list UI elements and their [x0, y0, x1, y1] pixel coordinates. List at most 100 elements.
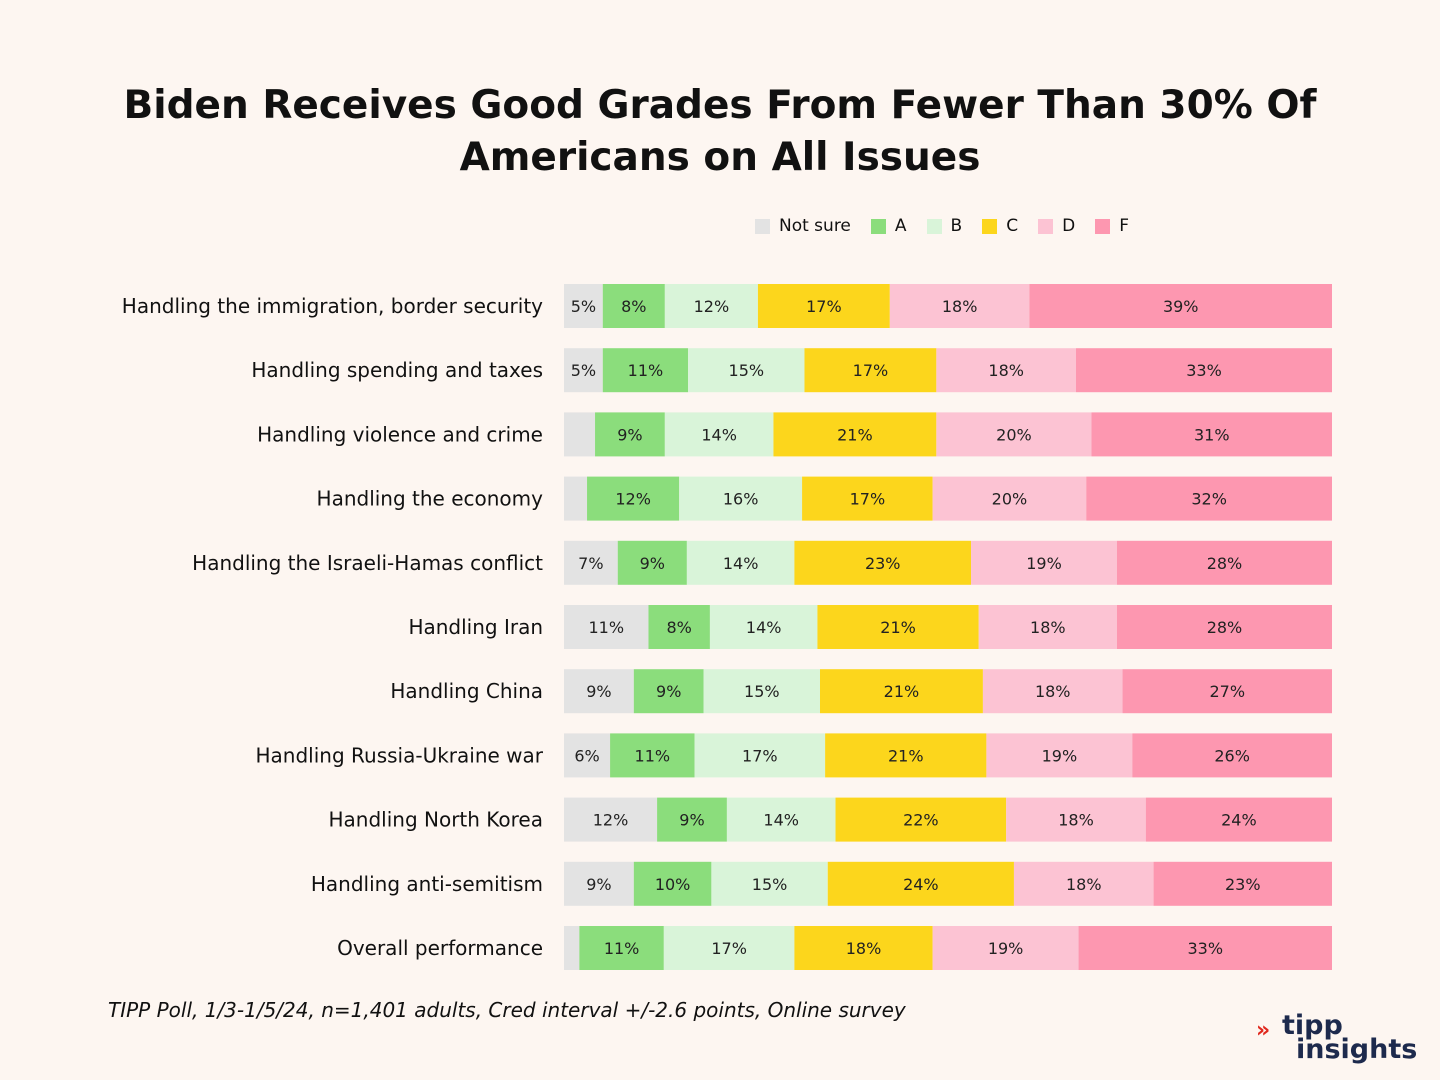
data-label: 23%	[1225, 875, 1261, 894]
data-label: 8%	[621, 297, 646, 316]
data-label: 12%	[593, 811, 629, 830]
data-label: 6%	[574, 746, 599, 765]
legend-swatch	[982, 218, 998, 234]
data-label: 15%	[752, 875, 788, 894]
bar-segment-a	[587, 476, 680, 521]
data-label: 39%	[1163, 297, 1199, 316]
logo-text-insights: insights	[1296, 1034, 1418, 1065]
bar-segment-c	[794, 926, 933, 970]
data-label: 14%	[763, 811, 799, 830]
bar-segment-d	[1006, 797, 1146, 842]
data-label: 17%	[711, 939, 747, 958]
bar-segment-b	[688, 348, 805, 393]
legend-label: Not sure	[779, 216, 851, 236]
bar-segment-b	[664, 412, 774, 457]
category-label: Handling violence and crime	[257, 422, 543, 446]
category-label: Handling the immigration, border securit…	[122, 294, 543, 318]
data-label: 14%	[701, 425, 737, 444]
bar-segment-b	[686, 540, 795, 585]
bar-segment-c	[820, 669, 983, 714]
data-label: 11%	[628, 361, 664, 380]
data-label: 9%	[640, 554, 665, 573]
data-label: 19%	[1042, 746, 1078, 765]
data-label: 18%	[1066, 875, 1102, 894]
bar-segment-a	[633, 861, 712, 906]
data-label: 20%	[996, 425, 1032, 444]
category-label: Handling spending and taxes	[251, 358, 543, 382]
bar-segment-d	[932, 926, 1079, 970]
bar-segment-d	[936, 412, 1092, 457]
data-label: 18%	[1035, 682, 1071, 701]
bar-segment-d	[936, 348, 1076, 393]
data-label: 17%	[806, 297, 842, 316]
data-label: 21%	[888, 746, 924, 765]
bar-segment-f	[1116, 605, 1332, 649]
data-label: 22%	[903, 811, 939, 830]
bar-segment-c	[773, 412, 937, 457]
bar-segment-c	[835, 797, 1007, 842]
legend-item-f: F	[1095, 216, 1129, 236]
data-label: 12%	[615, 490, 651, 509]
data-label: 14%	[746, 618, 782, 637]
data-label: 8%	[667, 618, 692, 637]
bar-segment-a	[602, 348, 689, 393]
data-label: 18%	[988, 361, 1024, 380]
data-label: 24%	[903, 875, 939, 894]
data-label: 15%	[729, 361, 765, 380]
logo-text-tipp: tipp	[1282, 1010, 1343, 1041]
bar-segment-d	[982, 669, 1123, 714]
bar-segment-c	[825, 733, 987, 778]
legend-label: B	[950, 216, 963, 236]
category-label: Handling the economy	[317, 487, 544, 511]
bar-segment-b	[711, 861, 828, 906]
data-label: 5%	[571, 297, 596, 316]
category-label: Handling Russia-Ukraine war	[256, 743, 544, 767]
bar-segment-d	[932, 476, 1087, 521]
legend-swatch	[755, 218, 770, 234]
bar-segment-a	[648, 605, 710, 649]
data-label: 11%	[604, 939, 640, 958]
bar-segment-a	[633, 669, 704, 714]
category-label: Handling Iran	[408, 615, 543, 639]
chart-title-line-2: Americans on All Issues	[459, 135, 981, 180]
legend-label: D	[1062, 216, 1076, 236]
bar-segment-c	[817, 605, 979, 649]
bar-segment-not-sure	[564, 605, 649, 649]
data-label: 23%	[865, 554, 901, 573]
bar-segment-d	[889, 284, 1030, 328]
data-label: 33%	[1186, 361, 1222, 380]
legend-item-not-sure: Not sure	[755, 216, 851, 236]
category-label: Handling anti-semitism	[311, 872, 543, 896]
data-label: 21%	[880, 618, 916, 637]
data-label: 9%	[586, 875, 611, 894]
logo-arrow-icon: »	[1256, 1018, 1270, 1043]
data-label: 14%	[723, 554, 759, 573]
data-label: 33%	[1187, 939, 1223, 958]
data-label: 19%	[1026, 554, 1062, 573]
data-label: 5%	[571, 361, 596, 380]
source-footnote: TIPP Poll, 1/3-1/5/24, n=1,401 adults, C…	[108, 998, 906, 1022]
data-label: 7%	[578, 554, 603, 573]
data-label: 11%	[635, 746, 671, 765]
data-label: 26%	[1214, 746, 1250, 765]
bar-segment-d	[1013, 861, 1154, 906]
bar-segment-not-sure	[564, 669, 634, 714]
category-label: Overall performance	[337, 936, 543, 960]
bar-segment-f	[1086, 476, 1332, 521]
data-label: 9%	[656, 682, 681, 701]
data-label: 9%	[679, 811, 704, 830]
data-label: 18%	[942, 297, 978, 316]
bar-segment-not-sure	[564, 284, 603, 328]
bar-segment-f	[1029, 284, 1332, 328]
category-label: Handling the Israeli-Hamas conflict	[192, 551, 543, 575]
bar-segment-not-sure	[564, 733, 611, 778]
data-label: 12%	[694, 297, 730, 316]
bar-segment-f	[1078, 926, 1332, 970]
data-label: 9%	[617, 425, 642, 444]
legend-swatch	[1095, 218, 1111, 234]
bar-segment-a	[595, 412, 665, 457]
data-label: 19%	[988, 939, 1024, 958]
data-label: 27%	[1209, 682, 1245, 701]
data-label: 18%	[1030, 618, 1066, 637]
